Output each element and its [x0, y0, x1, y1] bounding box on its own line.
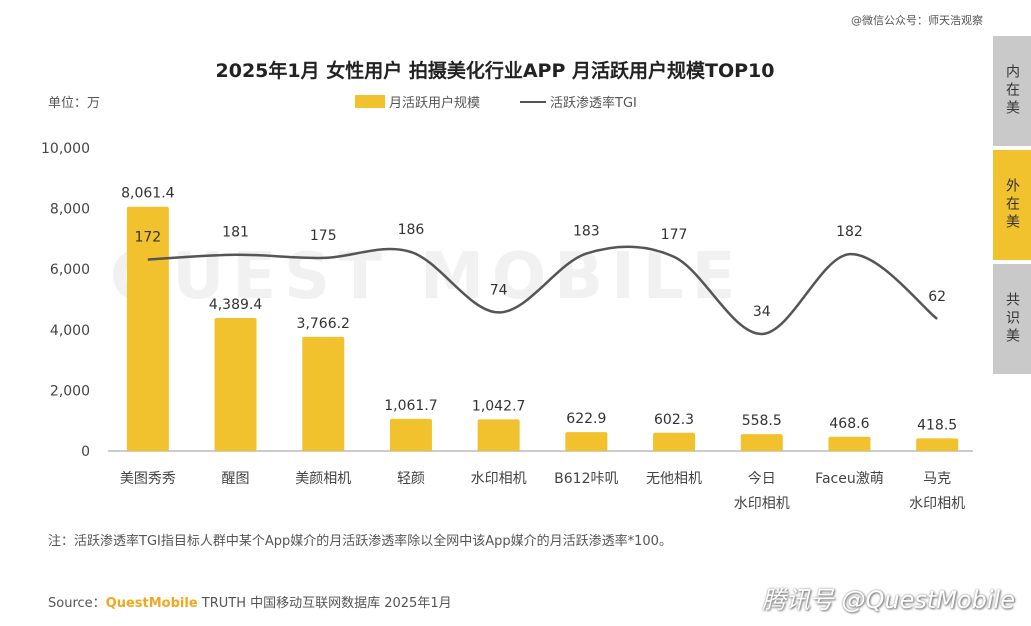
tgi-value-label: 177: [661, 227, 688, 243]
tab-consensus-beauty[interactable]: 共识美: [993, 264, 1031, 374]
source-text: TRUTH 中国移动互联网数据库 2025年1月: [197, 596, 452, 611]
tgi-value-label: 172: [134, 230, 161, 246]
bar: [916, 438, 959, 451]
watermark: QUEST MOBILE: [110, 240, 744, 314]
legend-line-swatch: [520, 100, 547, 103]
source-brand: QuestMobile: [105, 596, 198, 611]
bar: [477, 419, 520, 451]
chart-title: 2025年1月 女性用户 拍摄美化行业APP 月活跃用户规模TOP10: [215, 60, 775, 82]
bar-value-label: 1,042.7: [472, 398, 525, 414]
category-label: 无他相机: [646, 471, 702, 487]
tgi-value-label: 181: [222, 225, 249, 241]
bar-value-label: 3,766.2: [297, 316, 350, 332]
source-line: Source：QuestMobile TRUTH 中国移动互联网数据库 2025…: [48, 592, 452, 611]
category-label: 美颜相机: [295, 471, 351, 487]
tgi-line: [147, 245, 938, 336]
tab-inner-beauty[interactable]: 内在美: [993, 36, 1031, 146]
bar: [653, 432, 696, 451]
bar: [214, 318, 257, 451]
bar: [740, 434, 783, 451]
legend-bar-label: 月活跃用户规模: [389, 96, 481, 111]
tgi-value-label: 183: [573, 224, 600, 240]
unit-label: 单位：万: [48, 96, 101, 111]
bar: [389, 418, 432, 451]
y-tick-label: 8,000: [50, 202, 90, 218]
category-label: Faceu激萌: [815, 470, 884, 487]
tgi-value-label: 186: [398, 222, 425, 238]
chart-plot: 0 2,000 4,000 6,000 8,000 10,000 8,061.4 4,389.…: [41, 141, 973, 512]
category-label: 轻颜: [397, 471, 425, 487]
bar-value-label: 468.6: [829, 416, 869, 432]
top-credit: @微信公众号：师天浩观察: [851, 14, 983, 27]
bar: [828, 436, 871, 451]
category-label: 今日: [748, 471, 776, 487]
footnote: 注：活跃渗透率TGI指目标人群中某个App媒介的月活跃渗透率除以全网中该App媒…: [48, 534, 672, 549]
y-tick-label: 2,000: [50, 383, 90, 399]
bar-value-label: 602.3: [654, 412, 694, 428]
category-label: 水印相机: [471, 471, 527, 487]
source-prefix: Source：: [48, 596, 106, 611]
y-tick-label: 10,000: [41, 141, 90, 157]
bar: [565, 432, 608, 451]
category-label: 水印相机: [909, 496, 965, 512]
legend-line-label: 活跃渗透率TGI: [550, 96, 637, 111]
tgi-value-label: 74: [490, 282, 508, 298]
bar-value-label: 8,061.4: [121, 186, 175, 202]
bar-value-label: 1,061.7: [384, 398, 437, 414]
category-label: 马克: [923, 471, 951, 487]
y-tick-label: 0: [81, 444, 90, 460]
legend-bar-swatch: [355, 95, 385, 108]
category-label: 美图秀秀: [120, 471, 176, 487]
bar-value-label: 558.5: [742, 413, 782, 429]
legend: 月活跃用户规模 活跃渗透率TGI: [355, 92, 637, 111]
bar-value-label: 418.5: [917, 417, 957, 433]
footer-brand: 腾讯号 @QuestMobile: [761, 586, 1015, 614]
y-tick-label: 4,000: [50, 323, 90, 339]
tab-outer-beauty[interactable]: 外在美: [993, 150, 1031, 260]
bar-value-label: 4,389.4: [209, 297, 263, 313]
tgi-value-label: 62: [928, 289, 946, 305]
side-tabs: 内在美 外在美 共识美: [993, 36, 1031, 378]
bar-value-label: 622.9: [566, 411, 606, 427]
tgi-value-label: 34: [753, 304, 771, 320]
y-tick-label: 6,000: [50, 262, 90, 278]
tgi-value-label: 175: [310, 228, 337, 244]
category-label: B612咔叽: [554, 471, 618, 487]
category-label: 水印相机: [734, 496, 790, 512]
category-label: 醒图: [222, 471, 250, 487]
bar: [302, 336, 345, 451]
tgi-value-label: 182: [836, 224, 863, 240]
bar: [126, 206, 169, 451]
